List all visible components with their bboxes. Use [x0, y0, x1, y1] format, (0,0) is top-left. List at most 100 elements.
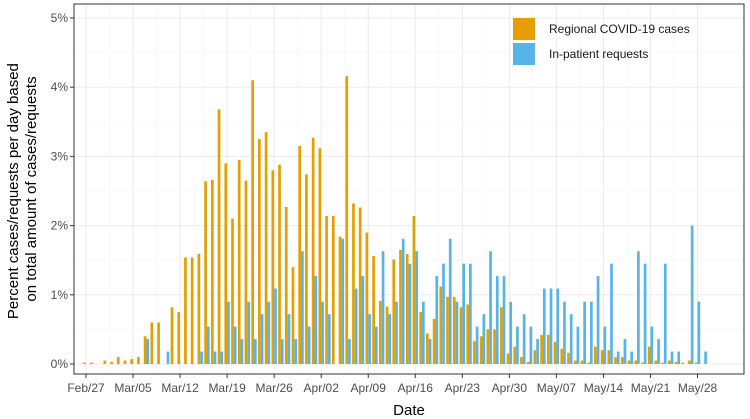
bar-regional-cases [533, 350, 537, 364]
bar-regional-cases [426, 333, 429, 364]
bar-regional-cases [459, 307, 463, 364]
bar-regional-cases [190, 257, 194, 364]
bar-in-patient-requests [287, 314, 291, 364]
bar-regional-cases [452, 296, 456, 364]
bar-in-patient-requests [354, 288, 358, 364]
bar-in-patient-requests [495, 276, 499, 364]
bar-regional-cases [520, 357, 523, 364]
bar-regional-cases [217, 109, 221, 364]
bar-regional-cases [318, 148, 322, 364]
bar-in-patient-requests [556, 288, 560, 364]
bar-regional-cases [291, 267, 295, 364]
bar-in-patient-requests [603, 326, 607, 364]
bar-regional-cases [439, 286, 443, 364]
bar-regional-cases [641, 362, 644, 364]
bar-regional-cases [157, 322, 160, 364]
bar-regional-cases [634, 360, 638, 364]
bar-in-patient-requests [623, 339, 627, 364]
bar-regional-cases [83, 362, 86, 364]
bar-regional-cases [587, 362, 590, 364]
bar-in-patient-requests [637, 251, 640, 364]
bar-regional-cases [143, 336, 147, 364]
bar-in-patient-requests [643, 263, 647, 364]
bar-in-patient-requests [240, 339, 244, 364]
y-tick-label: 4% [51, 80, 69, 94]
y-axis-title-line-2: on total amount of cases/requests [23, 76, 40, 301]
bar-in-patient-requests [462, 263, 466, 364]
bar-regional-cases [258, 139, 261, 364]
bar-in-patient-requests [233, 326, 237, 364]
bar-in-patient-requests [166, 351, 170, 364]
bar-in-patient-requests [576, 326, 580, 364]
x-tick-label: May/28 [678, 381, 718, 395]
bar-regional-cases [553, 341, 557, 364]
bar-in-patient-requests [422, 301, 425, 364]
bar-regional-cases [170, 307, 174, 364]
bar-in-patient-requests [509, 301, 513, 364]
bar-regional-cases [432, 319, 436, 364]
bar-regional-cases [345, 76, 349, 364]
bar-regional-cases [331, 215, 335, 364]
bar-in-patient-requests [280, 339, 284, 364]
x-tick-label: Apr/09 [351, 381, 387, 395]
bar-in-patient-requests [697, 301, 701, 364]
bar-in-patient-requests [146, 339, 150, 364]
bar-in-patient-requests [610, 263, 613, 364]
bar-regional-cases [264, 132, 268, 364]
bar-in-patient-requests [583, 301, 586, 364]
bar-regional-cases [358, 207, 362, 364]
bar-in-patient-requests [596, 276, 600, 364]
bar-in-patient-requests [388, 314, 392, 364]
bar-in-patient-requests [442, 263, 445, 364]
bar-in-patient-requests [704, 351, 707, 364]
bar-in-patient-requests [200, 351, 203, 364]
bar-regional-cases [197, 253, 201, 364]
y-axis-ticks: 0% 1% 2% 3% 4% 5% [51, 11, 74, 371]
bar-in-patient-requests [590, 301, 593, 364]
bar-regional-cases [560, 348, 564, 364]
bar-regional-cases [311, 137, 315, 364]
bar-in-patient-requests [657, 339, 660, 364]
bar-regional-cases [627, 360, 631, 364]
bar-regional-cases [446, 296, 449, 364]
bar-regional-cases [479, 336, 483, 364]
bar-regional-cases [110, 361, 113, 364]
bar-in-patient-requests [428, 339, 432, 364]
bar-regional-cases [123, 360, 127, 364]
bar-in-patient-requests [254, 339, 257, 364]
bar-regional-cases [681, 362, 685, 364]
bar-in-patient-requests [690, 225, 694, 364]
bar-regional-cases [674, 361, 678, 364]
bar-in-patient-requests [522, 314, 526, 364]
x-tick-label: Mar/12 [161, 381, 199, 395]
bar-in-patient-requests [374, 326, 378, 364]
bar-regional-cases [573, 360, 577, 364]
bar-regional-cases [614, 357, 617, 364]
bar-regional-cases [385, 306, 389, 364]
y-tick-label: 0% [51, 357, 69, 371]
bar-regional-cases [654, 360, 658, 364]
bar-regional-cases [338, 236, 342, 364]
bar-regional-cases [231, 218, 234, 364]
y-tick-label: 5% [51, 11, 69, 25]
bar-in-patient-requests [549, 288, 553, 364]
bar-in-patient-requests [448, 238, 452, 364]
bar-in-patient-requests [536, 339, 539, 364]
bar-in-patient-requests [341, 238, 345, 364]
bar-in-patient-requests [227, 301, 230, 364]
bar-in-patient-requests [348, 339, 351, 364]
bar-regional-cases [184, 257, 187, 364]
bar-regional-cases [594, 346, 597, 364]
bar-in-patient-requests [489, 251, 492, 364]
legend-key-regional-cases [513, 18, 535, 40]
bar-in-patient-requests [502, 276, 506, 364]
y-axis-title-line-1: Percent cases/requests per day based [5, 63, 22, 319]
bar-regional-cases [661, 362, 664, 364]
panel-border [73, 3, 745, 375]
bar-regional-cases [647, 346, 651, 364]
bar-in-patient-requests [677, 351, 681, 364]
bar-in-patient-requests [368, 314, 371, 364]
bar-in-patient-requests [469, 263, 472, 364]
bar-regional-cases [210, 179, 214, 364]
